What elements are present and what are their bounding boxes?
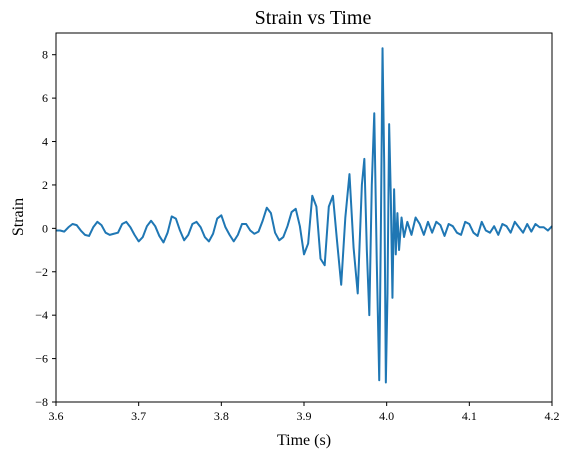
x-tick-label: 3.6 <box>49 409 64 423</box>
plot-frame <box>55 32 553 403</box>
y-tick-label: −8 <box>35 395 48 409</box>
chart-title: Strain vs Time <box>255 7 372 29</box>
y-tick-label: 6 <box>42 91 48 105</box>
y-tick-label: 8 <box>42 48 48 62</box>
strain-series-line <box>56 47 553 384</box>
series-layer <box>56 47 553 384</box>
y-tick-label: −4 <box>35 308 48 322</box>
y-tick-label: −6 <box>35 352 48 366</box>
y-axis-label: Strain <box>10 198 27 236</box>
y-tick-label: 0 <box>42 221 48 235</box>
x-tick-label: 3.8 <box>214 409 229 423</box>
x-tick-label: 4.0 <box>379 409 394 423</box>
y-tick-label: −2 <box>35 265 48 279</box>
x-tick-label: 4.1 <box>462 409 477 423</box>
ticks-layer: 3.6 3.7 3.8 3.9 4.0 4.1 4.2 −8 −6 −4 −2 0 2 4 6 8 <box>35 48 559 423</box>
x-tick-label: 3.7 <box>131 409 146 423</box>
y-tick-label: 4 <box>42 135 48 149</box>
y-tick-label: 2 <box>42 178 48 192</box>
x-axis-label: Time (s) <box>277 432 331 449</box>
x-tick-label: 4.2 <box>545 409 560 423</box>
x-tick-label: 3.9 <box>297 409 312 423</box>
